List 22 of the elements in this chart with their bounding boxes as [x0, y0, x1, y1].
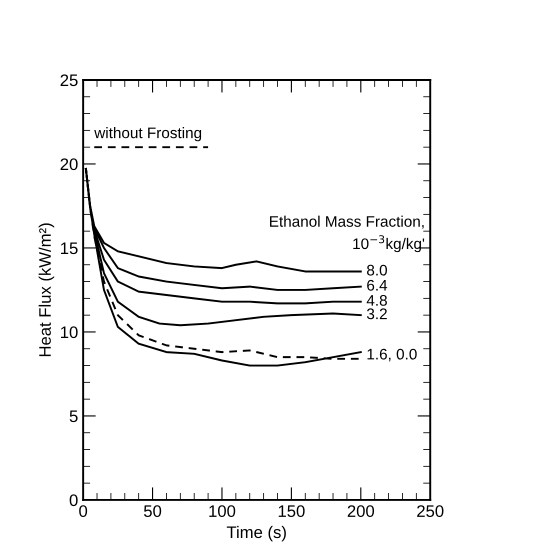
y-tick-label: 10 — [61, 326, 78, 338]
legend-label: 6.4 — [367, 280, 388, 291]
x-tick-label: 0 — [79, 505, 88, 518]
x-axis-title: Time (s) — [226, 526, 286, 542]
y-tick-label: 20 — [60, 158, 78, 170]
y-tick-label: 25 — [60, 74, 78, 86]
x-tick-label: 150 — [278, 505, 305, 518]
y-tick-label: 5 — [70, 410, 78, 422]
y-axis-title: Heat Flux (kW/m²) — [38, 223, 54, 356]
y-tick-label: 0 — [70, 494, 78, 506]
legend-label: 4.8 — [366, 294, 387, 306]
annotation: 10$^{−3}$kg/kg' — [353, 235, 424, 252]
annotation: 1.6, 0.0 — [368, 348, 417, 362]
legend-label: 3.2 — [366, 308, 387, 320]
y-tick-label: 15 — [61, 242, 78, 254]
x-tick-label: 50 — [144, 505, 162, 518]
legend-label: 8.0 — [367, 264, 387, 276]
x-tick-label: 200 — [348, 505, 374, 518]
annotation: Ethanol Mass Fraction, — [270, 216, 424, 229]
x-tick-label: 100 — [209, 505, 236, 518]
series-label: without Frosting — [94, 127, 202, 142]
x-tick-label: 250 — [417, 505, 444, 518]
